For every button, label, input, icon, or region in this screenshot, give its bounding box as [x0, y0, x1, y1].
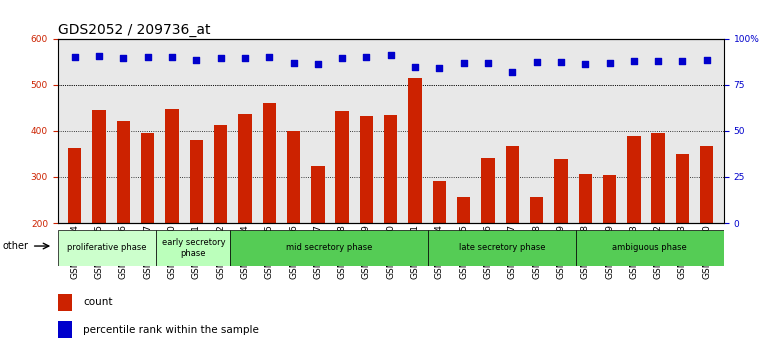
Bar: [263, 103, 276, 223]
Bar: [700, 146, 714, 223]
Point: [69, 55, 81, 60]
Bar: [628, 136, 641, 223]
Bar: [214, 125, 227, 223]
Text: early secretory
phase: early secretory phase: [162, 238, 226, 257]
Point: [676, 58, 688, 63]
Point: [531, 59, 543, 65]
Bar: [189, 140, 203, 223]
Point: [166, 55, 178, 60]
Point: [336, 56, 348, 61]
Bar: [433, 181, 446, 223]
Bar: [230, 230, 428, 266]
Bar: [506, 146, 519, 223]
Point: [142, 55, 154, 60]
Bar: [58, 230, 156, 266]
Bar: [408, 78, 422, 223]
Point: [312, 61, 324, 67]
Point: [360, 55, 373, 60]
Bar: [68, 148, 82, 223]
Text: GDS2052 / 209736_at: GDS2052 / 209736_at: [58, 23, 210, 36]
Point: [93, 53, 105, 59]
Text: percentile rank within the sample: percentile rank within the sample: [83, 325, 259, 335]
Bar: [311, 166, 324, 223]
Bar: [428, 230, 576, 266]
Bar: [287, 131, 300, 223]
Bar: [578, 174, 592, 223]
Bar: [530, 197, 544, 223]
Text: other: other: [3, 241, 29, 251]
Point: [263, 55, 276, 60]
Point: [239, 56, 251, 61]
Point: [190, 57, 203, 62]
Point: [409, 64, 421, 69]
Bar: [554, 159, 567, 223]
Text: mid secretory phase: mid secretory phase: [286, 243, 372, 252]
Bar: [481, 158, 494, 223]
Bar: [166, 109, 179, 223]
Bar: [676, 154, 689, 223]
Bar: [141, 133, 154, 223]
Bar: [117, 121, 130, 223]
Point: [482, 60, 494, 66]
Point: [287, 60, 300, 66]
Point: [117, 56, 129, 61]
Bar: [92, 110, 105, 223]
Point: [457, 60, 470, 66]
Text: proliferative phase: proliferative phase: [67, 243, 147, 252]
Point: [385, 52, 397, 58]
Point: [701, 57, 713, 62]
Text: count: count: [83, 297, 112, 307]
Point: [506, 69, 518, 75]
Point: [554, 59, 567, 65]
Point: [579, 61, 591, 67]
Bar: [384, 115, 397, 223]
Point: [434, 65, 446, 71]
Point: [652, 58, 665, 63]
Bar: [238, 114, 252, 223]
Bar: [156, 230, 230, 266]
Text: ambiguous phase: ambiguous phase: [612, 243, 687, 252]
Bar: [58, 294, 72, 311]
Bar: [360, 116, 373, 223]
Bar: [58, 321, 72, 338]
Bar: [576, 230, 724, 266]
Point: [215, 56, 227, 61]
Bar: [651, 133, 665, 223]
Point: [628, 58, 640, 63]
Text: late secretory phase: late secretory phase: [458, 243, 545, 252]
Point: [604, 60, 616, 66]
Bar: [603, 175, 616, 223]
Bar: [457, 197, 470, 223]
Bar: [336, 111, 349, 223]
